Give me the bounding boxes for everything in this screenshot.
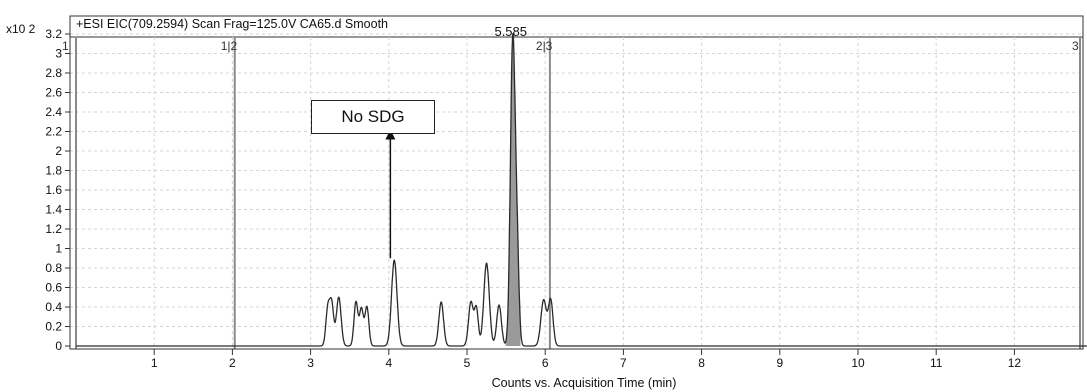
integration-boundaries: 1 1|2 2|3 3 <box>62 37 1081 349</box>
y-tick-label: 0.2 <box>45 320 62 334</box>
plot-frame <box>69 15 1084 350</box>
y-axis: 0 0.2 0.4 0.6 0.8 1 1.2 1.4 1.6 1.8 2 2.2 2.4 2.6 2.8 3… <box>45 27 70 353</box>
annotation-box: No SDG <box>311 100 435 134</box>
x-tick-label: 9 <box>776 356 783 370</box>
y-tick-label: 0 <box>55 339 62 353</box>
x-axis-label: Counts vs. Acquisition Time (min) <box>492 376 677 390</box>
y-tick-label: 3 <box>55 47 62 61</box>
annotation-text: No SDG <box>341 107 405 126</box>
x-tick-label: 5 <box>464 356 471 370</box>
grid-lines <box>70 33 1083 349</box>
x-axis: 1 2 3 4 5 6 7 8 9 10 11 12 <box>151 349 1022 370</box>
y-tick-label: 1.2 <box>45 222 62 236</box>
y-tick-label: 1 <box>55 242 62 256</box>
boundary-label: 1|2 <box>221 39 238 53</box>
y-tick-label: 2 <box>55 144 62 158</box>
y-tick-label: 1.4 <box>45 203 62 217</box>
x-tick-label: 12 <box>1008 356 1022 370</box>
y-tick-label: 2.2 <box>45 125 62 139</box>
x-tick-label: 11 <box>930 356 943 370</box>
x-tick-label: 7 <box>620 356 627 370</box>
y-tick-label: 0.6 <box>45 281 62 295</box>
x-tick-label: 1 <box>151 356 158 370</box>
boundary-label: 1 <box>62 39 69 53</box>
x-tick-label: 4 <box>385 356 392 370</box>
arrow-head <box>385 129 396 140</box>
y-tick-label: 0.8 <box>45 261 62 275</box>
y-tick-label: 2.6 <box>45 86 62 100</box>
boundary-label: 2|3 <box>536 39 553 53</box>
y-tick-label: 2.8 <box>45 66 62 80</box>
y-tick-label: 3.2 <box>45 27 62 41</box>
boundary-label: 3 <box>1072 39 1079 53</box>
chart-title: +ESI EIC(709.2594) Scan Frag=125.0V CA65… <box>76 17 388 31</box>
peak-label: 5.585 <box>494 24 527 39</box>
y-tick-label: 1.6 <box>45 183 62 197</box>
x-tick-label: 6 <box>542 356 549 370</box>
y-tick-label: 1.8 <box>45 164 62 178</box>
y-multiplier-label: x10 2 <box>6 22 36 36</box>
x-tick-label: 10 <box>851 356 865 370</box>
trace-line <box>76 33 1087 347</box>
x-tick-label: 8 <box>698 356 705 370</box>
x-tick-label: 2 <box>229 356 236 370</box>
x-tick-label: 3 <box>307 356 314 370</box>
annotation-arrow <box>385 129 396 259</box>
y-tick-label: 0.4 <box>45 300 62 314</box>
y-tick-label: 2.4 <box>45 105 62 119</box>
data-trace <box>76 33 1087 347</box>
